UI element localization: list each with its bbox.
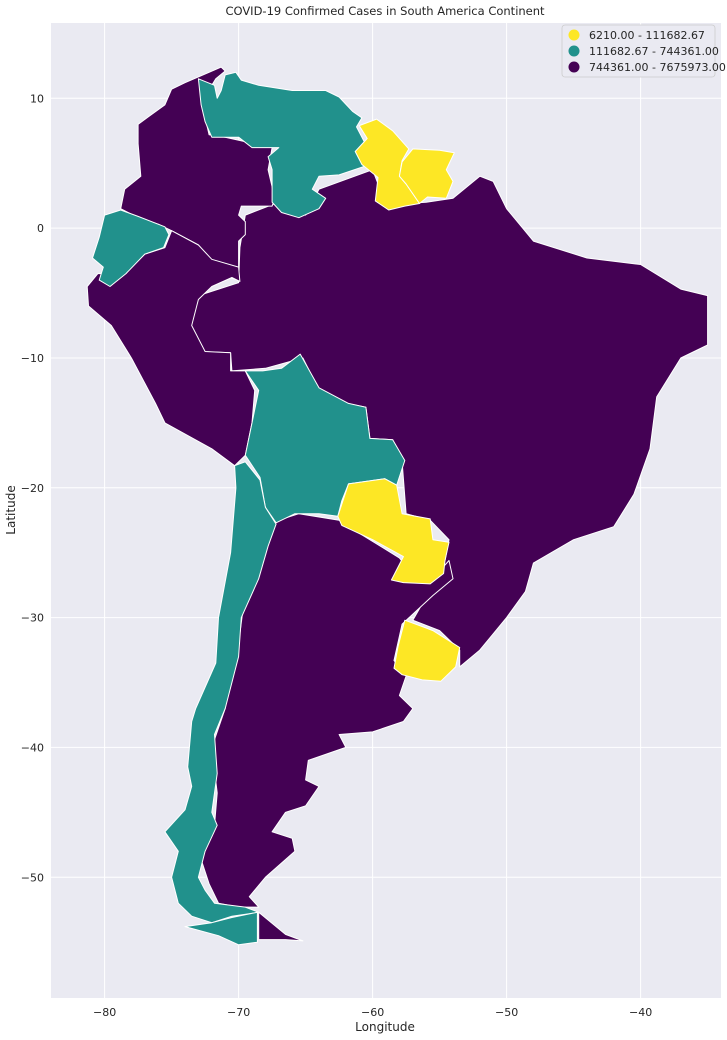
country-regions <box>86 66 709 946</box>
region-tierra-del-fuego-cl <box>184 911 258 946</box>
region-brazil <box>184 169 709 668</box>
y-tick-label: −50 <box>21 871 44 884</box>
x-tick-label: −40 <box>629 1006 652 1019</box>
x-tick-label: −50 <box>495 1006 518 1019</box>
x-tick-label: −60 <box>361 1006 384 1019</box>
y-tick-label: −20 <box>21 482 44 495</box>
legend: 6210.00 - 111682.67 111682.67 - 744361.0… <box>561 24 726 78</box>
legend-marker-low <box>568 29 580 41</box>
axis-ticks: −80 −70 −60 −50 −40 10 0 −10 −20 −30 −40 −50 <box>21 92 652 1019</box>
region-venezuela <box>197 71 367 219</box>
legend-entry-high: 744361.00 - 7675973.00 <box>568 61 726 74</box>
region-ecuador <box>92 209 170 287</box>
region-guyana <box>354 118 420 211</box>
y-tick-label: −30 <box>21 612 44 625</box>
x-axis-label: Longitude <box>355 1020 415 1034</box>
region-peru <box>86 230 256 467</box>
y-axis-label: Latitude <box>4 485 18 534</box>
region-suriname <box>398 148 455 204</box>
legend-marker-mid <box>568 45 580 57</box>
y-tick-label: 10 <box>30 92 44 105</box>
x-tick-label: −80 <box>93 1006 116 1019</box>
region-paraguay <box>337 478 450 585</box>
y-tick-label: −10 <box>21 352 44 365</box>
y-tick-label: 0 <box>37 222 44 235</box>
legend-entry-low: 6210.00 - 111682.67 <box>568 29 705 42</box>
legend-label-mid: 111682.67 - 744361.00 <box>589 45 719 58</box>
legend-box <box>561 24 716 78</box>
legend-label-high: 744361.00 - 7675973.00 <box>589 61 726 74</box>
y-tick-label: −40 <box>21 741 44 754</box>
legend-marker-high <box>568 61 580 73</box>
legend-entry-mid: 111682.67 - 744361.00 <box>568 45 719 58</box>
legend-label-low: 6210.00 - 111682.67 <box>589 29 705 42</box>
x-tick-label: −70 <box>227 1006 250 1019</box>
region-uruguay <box>393 619 461 682</box>
region-chile <box>164 461 277 924</box>
region-tierra-del-fuego-ar <box>258 911 304 942</box>
map-title: COVID-19 Confirmed Cases in South Americ… <box>225 4 545 18</box>
